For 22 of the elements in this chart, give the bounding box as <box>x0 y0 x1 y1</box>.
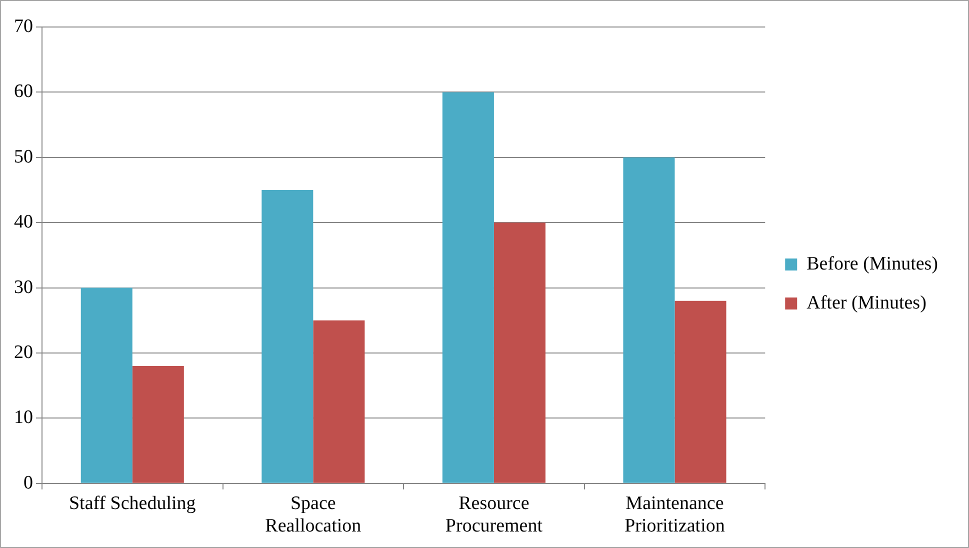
x-tick-label: Staff Scheduling <box>68 492 196 514</box>
bar <box>80 288 132 483</box>
y-tick-label: 50 <box>14 146 33 168</box>
x-tick-label: Maintenance Prioritization <box>624 492 726 537</box>
y-tick-label: 30 <box>14 276 33 298</box>
bar <box>262 190 314 483</box>
legend-label: Before (Minutes) <box>806 253 938 274</box>
y-tick-label: 70 <box>14 16 33 37</box>
bar <box>623 157 675 483</box>
bar <box>494 222 546 483</box>
bar <box>442 92 494 483</box>
y-tick-label: 0 <box>24 472 33 494</box>
bar <box>674 300 726 483</box>
x-tick-label: Resource Procurement <box>445 492 544 537</box>
bar <box>132 366 184 483</box>
y-tick-label: 10 <box>14 407 33 428</box>
y-tick-label: 40 <box>14 212 33 233</box>
bar <box>313 320 365 483</box>
x-tick-label: Space Reallocation <box>265 492 362 537</box>
legend-label: After (Minutes) <box>806 292 926 314</box>
y-tick-label: 20 <box>14 342 33 363</box>
y-tick-label: 60 <box>14 81 33 102</box>
